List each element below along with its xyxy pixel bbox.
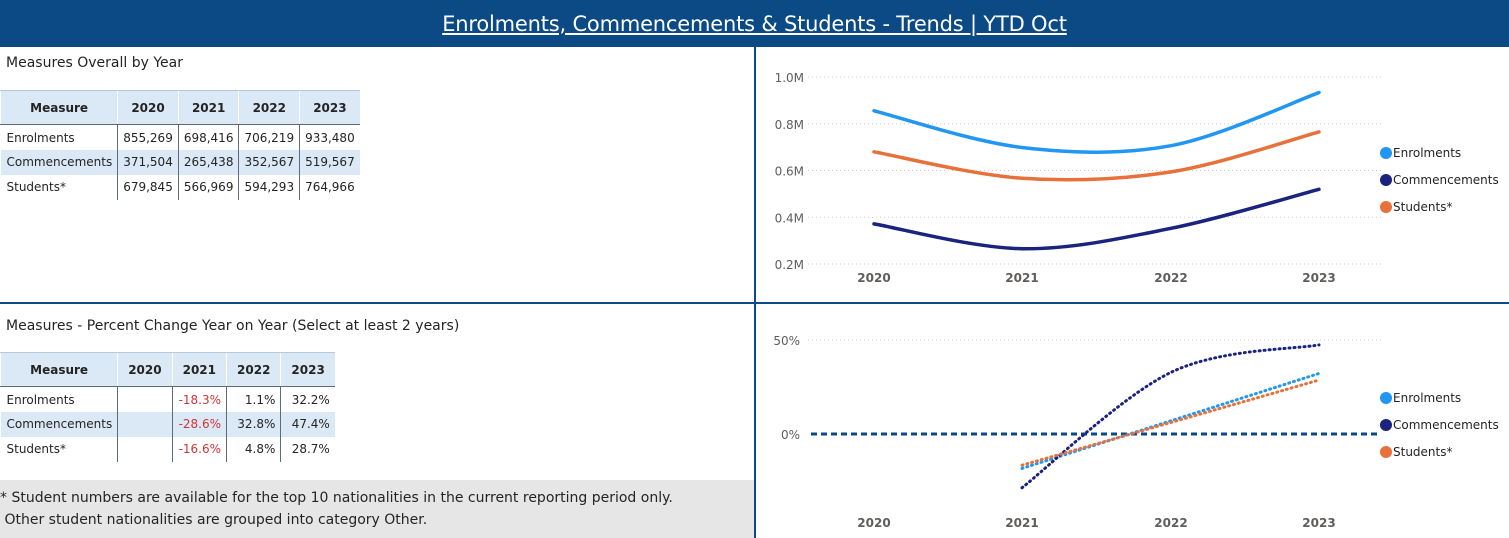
row-measure-label: Enrolments bbox=[6, 131, 75, 146]
table-cell: 855,269 bbox=[117, 124, 179, 150]
table-cell: 706,219 bbox=[238, 124, 300, 150]
horizontal-divider bbox=[0, 302, 1509, 304]
x-tick-label: 2022 bbox=[1154, 516, 1187, 530]
series-line-commencements[interactable] bbox=[1020, 343, 1321, 490]
report-header: Enrolments, Commencements & Students - T… bbox=[0, 0, 1509, 47]
legend-item[interactable]: Students* bbox=[1380, 200, 1453, 214]
student-footnote: * Student numbers are available for the … bbox=[0, 480, 754, 538]
table-cell: 47.4% bbox=[280, 411, 335, 437]
x-tick-label: 2021 bbox=[1005, 271, 1038, 285]
table-cell: 519,567 bbox=[299, 149, 360, 175]
change-measures-table: Measure 2020 2021 2022 2023 Enrolments -18.3% 1… bbox=[0, 352, 335, 462]
table-cell: -18.3% bbox=[171, 386, 227, 412]
legend-marker bbox=[1380, 419, 1392, 431]
table-cell: 265,438 bbox=[177, 149, 239, 175]
table-cell: 698,416 bbox=[177, 124, 239, 150]
column-header-year[interactable]: 2023 bbox=[299, 90, 360, 125]
table-cell bbox=[117, 386, 173, 412]
table-cell: 371,504 bbox=[117, 149, 179, 175]
footnote-line-1: * Student numbers are available for the … bbox=[0, 490, 673, 506]
legend-item[interactable]: Enrolments bbox=[1380, 146, 1461, 160]
y-tick-label: 0.6M bbox=[775, 165, 804, 179]
series-line-students[interactable] bbox=[872, 130, 1321, 182]
legend-label: Students* bbox=[1393, 445, 1453, 459]
table-cell: 32.8% bbox=[226, 411, 281, 437]
y-tick-label: 1.0M bbox=[775, 71, 804, 85]
table-row: Students* 679,845 566,969 594,293 764,966 bbox=[1, 174, 360, 200]
y-tick-label: 0% bbox=[781, 428, 800, 442]
legend-item[interactable]: Enrolments bbox=[1380, 391, 1461, 405]
table-cell: 32.2% bbox=[280, 386, 335, 412]
legend-label: Enrolments bbox=[1393, 391, 1461, 405]
series-line-commencements[interactable] bbox=[872, 187, 1321, 251]
x-tick-label: 2022 bbox=[1154, 271, 1187, 285]
table-row: Commencements -28.6% 32.8% 47.4% bbox=[0, 411, 335, 437]
table-cell: 352,567 bbox=[238, 149, 300, 175]
y-tick-label: 0.8M bbox=[775, 118, 804, 132]
column-header-measure[interactable]: Measure bbox=[0, 90, 118, 125]
table-cell: 4.8% bbox=[226, 436, 281, 462]
x-tick-label: 2021 bbox=[1005, 516, 1038, 530]
table-cell: -28.6% bbox=[171, 411, 227, 437]
series-line-enrolments[interactable] bbox=[872, 90, 1321, 154]
column-header-year[interactable]: 2022 bbox=[226, 352, 281, 387]
legend-marker bbox=[1380, 446, 1392, 458]
legend-item[interactable]: Students* bbox=[1380, 445, 1453, 459]
legend-label: Students* bbox=[1393, 200, 1453, 214]
table-cell: 679,845 bbox=[117, 174, 179, 200]
legend-marker bbox=[1380, 201, 1392, 213]
column-header-year[interactable]: 2021 bbox=[177, 90, 239, 125]
row-measure-label: Commencements bbox=[0, 149, 118, 175]
column-header-year[interactable]: 2022 bbox=[238, 90, 300, 125]
y-tick-label: 50% bbox=[773, 334, 800, 348]
table-cell: 594,293 bbox=[238, 174, 300, 200]
table-row: Commencements 371,504 265,438 352,567 519,56… bbox=[0, 149, 360, 175]
x-tick-label: 2020 bbox=[857, 271, 890, 285]
table-cell: 933,480 bbox=[299, 124, 360, 150]
x-tick-label: 2020 bbox=[857, 516, 890, 530]
table-cell: 764,966 bbox=[299, 174, 360, 200]
column-header-measure[interactable]: Measure bbox=[0, 352, 118, 387]
legend-item[interactable]: Commencements bbox=[1380, 418, 1499, 432]
table-cell: 1.1% bbox=[226, 386, 281, 412]
y-tick-label: 0.2M bbox=[775, 258, 804, 272]
column-header-year[interactable]: 2021 bbox=[171, 352, 227, 387]
overall-measures-table: Measure 2020 2021 2022 2023 Enrolments 855,269… bbox=[0, 90, 360, 200]
report-title[interactable]: Enrolments, Commencements & Students - T… bbox=[442, 11, 1067, 36]
overall-table-title: Measures Overall by Year bbox=[6, 55, 183, 71]
legend-marker bbox=[1380, 392, 1392, 404]
legend-marker bbox=[1380, 147, 1392, 159]
vertical-divider bbox=[754, 47, 756, 538]
table-row: Enrolments -18.3% 1.1% 32.2% bbox=[1, 386, 335, 412]
table-cell bbox=[117, 411, 173, 437]
legend-label: Enrolments bbox=[1393, 146, 1461, 160]
footnote-line-2: Other student nationalities are grouped … bbox=[0, 512, 428, 528]
table-cell: 28.7% bbox=[280, 436, 335, 462]
legend-item[interactable]: Commencements bbox=[1380, 173, 1499, 187]
column-header-year[interactable]: 2020 bbox=[117, 90, 179, 125]
row-measure-label: Commencements bbox=[0, 411, 118, 437]
column-header-year[interactable]: 2020 bbox=[117, 352, 173, 387]
table-cell: 566,969 bbox=[177, 174, 239, 200]
row-measure-label: Students* bbox=[6, 442, 67, 456]
table-cell: -16.6% bbox=[171, 436, 227, 462]
legend-marker bbox=[1380, 174, 1392, 186]
column-header-year[interactable]: 2023 bbox=[280, 352, 335, 387]
x-tick-label: 2023 bbox=[1302, 271, 1335, 285]
table-row: Enrolments 855,269 698,416 706,219 933,480 bbox=[1, 124, 360, 150]
trend-line-chart[interactable]: 1.0M 0.8M 0.6M 0.4M 0.2M 2020 2021 2022 2023 Enro… bbox=[756, 47, 1509, 302]
series-line-enrolments[interactable] bbox=[1020, 371, 1321, 470]
legend-label: Commencements bbox=[1393, 418, 1499, 432]
y-tick-label: 0.4M bbox=[775, 211, 804, 225]
legend-label: Commencements bbox=[1393, 173, 1499, 187]
x-tick-label: 2023 bbox=[1302, 516, 1335, 530]
row-measure-label: Enrolments bbox=[6, 393, 75, 408]
series-line-students[interactable] bbox=[1020, 378, 1321, 467]
table-row: Students* -16.6% 4.8% 28.7% bbox=[1, 436, 335, 462]
table-cell bbox=[117, 436, 173, 462]
percent-change-line-chart[interactable]: 50% 0% 2020 2021 2022 2023 Enrolments Commencem… bbox=[756, 304, 1509, 538]
row-measure-label: Students* bbox=[6, 180, 67, 194]
change-table-title: Measures - Percent Change Year on Year (… bbox=[6, 318, 460, 334]
